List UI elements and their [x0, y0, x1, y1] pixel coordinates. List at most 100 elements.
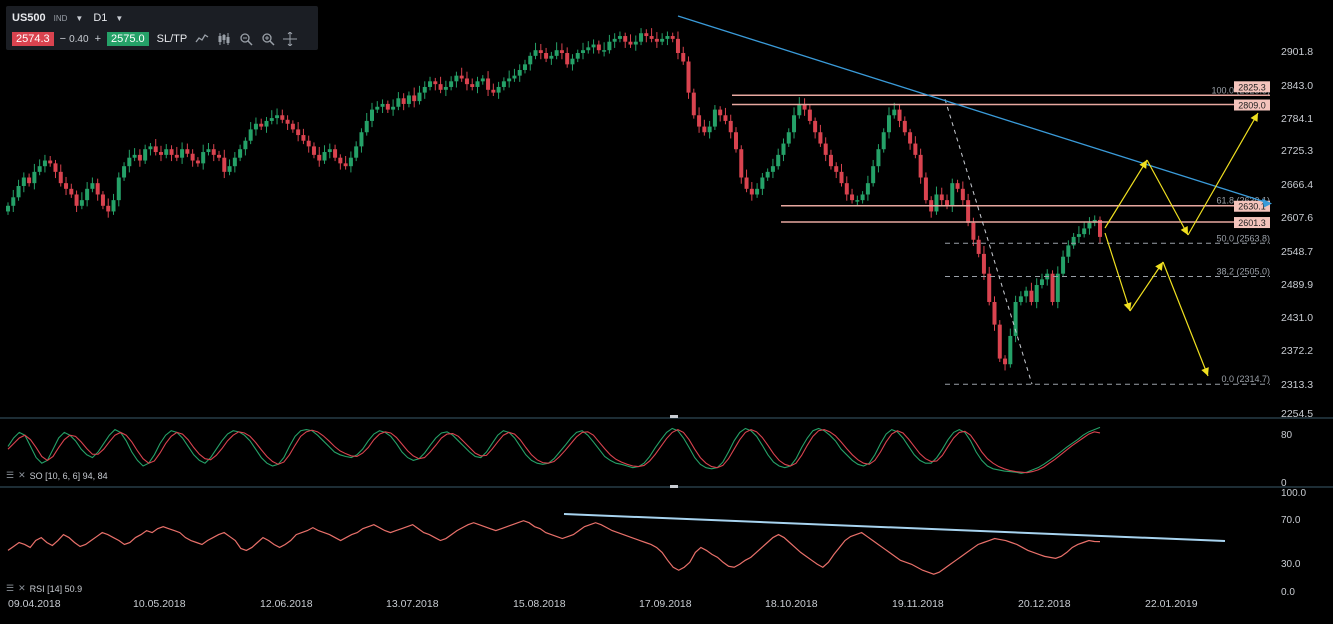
candle-body[interactable]	[1055, 273, 1060, 302]
candle-body[interactable]	[428, 81, 433, 87]
candle-body[interactable]	[945, 200, 950, 206]
candle-body[interactable]	[902, 120, 907, 133]
candle-body[interactable]	[438, 84, 443, 90]
timeframe-select[interactable]: D1	[93, 12, 108, 24]
candle-body[interactable]	[633, 41, 638, 45]
candle-body[interactable]	[823, 143, 828, 155]
candle-body[interactable]	[781, 143, 786, 155]
rsi-pane[interactable]: 100.0 70.0 30.0 0.0	[7, 488, 1306, 598]
pane-resize-handle[interactable]	[670, 415, 678, 418]
candle-body[interactable]	[338, 157, 343, 164]
candle-body[interactable]	[538, 50, 543, 54]
candle-body[interactable]	[1098, 219, 1102, 237]
candle-body[interactable]	[792, 115, 797, 133]
zoom-in-icon[interactable]	[261, 32, 275, 46]
candle-body[interactable]	[1082, 228, 1087, 235]
candle-body[interactable]	[380, 103, 385, 107]
candle-body[interactable]	[1050, 273, 1055, 302]
candle-body[interactable]	[807, 109, 812, 121]
candle-body[interactable]	[53, 163, 58, 172]
candle-body[interactable]	[333, 149, 338, 158]
candle-body[interactable]	[517, 69, 522, 76]
candle-body[interactable]	[232, 157, 237, 167]
candle-body[interactable]	[169, 149, 174, 155]
candle-body[interactable]	[317, 154, 322, 161]
candle-body[interactable]	[285, 119, 290, 124]
candle-body[interactable]	[802, 103, 807, 110]
candle-body[interactable]	[217, 154, 222, 158]
candle-body[interactable]	[639, 33, 644, 42]
candle-body[interactable]	[765, 171, 770, 178]
candle-body[interactable]	[153, 146, 158, 153]
candle-body[interactable]	[475, 81, 480, 87]
candle-body[interactable]	[343, 163, 348, 167]
candle-body[interactable]	[185, 149, 190, 154]
candle-body[interactable]	[686, 61, 691, 93]
candle-body[interactable]	[253, 123, 258, 130]
candle-body[interactable]	[195, 160, 200, 164]
candle-body[interactable]	[691, 92, 696, 116]
candle-body[interactable]	[839, 171, 844, 184]
candle-body[interactable]	[565, 53, 570, 65]
candle-body[interactable]	[275, 115, 280, 119]
candle-body[interactable]	[1029, 290, 1034, 302]
candle-body[interactable]	[116, 177, 121, 201]
candle-body[interactable]	[238, 149, 243, 158]
candle-body[interactable]	[148, 146, 153, 150]
candle-body[interactable]	[100, 194, 105, 206]
candle-body[interactable]	[554, 50, 559, 56]
candle-body[interactable]	[391, 106, 396, 110]
candle-body[interactable]	[127, 157, 132, 167]
candle-body[interactable]	[327, 149, 332, 153]
candle-body[interactable]	[501, 81, 506, 87]
candle-body[interactable]	[1039, 279, 1044, 286]
candle-body[interactable]	[122, 166, 127, 178]
candle-body[interactable]	[401, 98, 406, 104]
candle-body[interactable]	[675, 38, 680, 54]
scenario-arrow[interactable]	[1146, 159, 1189, 236]
candle-body[interactable]	[617, 36, 622, 39]
candle-body[interactable]	[628, 41, 633, 45]
candle-body[interactable]	[422, 86, 427, 93]
stochastic-line-%K[interactable]	[7, 426, 1101, 474]
candle-body[interactable]	[1008, 335, 1013, 365]
candle-body[interactable]	[48, 160, 53, 164]
candle-body[interactable]	[528, 55, 533, 65]
candle-body[interactable]	[222, 157, 227, 172]
candle-body[interactable]	[612, 38, 617, 42]
candle-body[interactable]	[174, 154, 179, 158]
candle-body[interactable]	[876, 149, 881, 167]
candle-body[interactable]	[865, 183, 870, 195]
candle-body[interactable]	[27, 177, 32, 184]
candle-body[interactable]	[886, 115, 891, 133]
pane-resize-handle[interactable]	[670, 485, 678, 488]
candle-body[interactable]	[11, 197, 16, 206]
candle-body[interactable]	[396, 98, 401, 107]
candle-body[interactable]	[32, 171, 37, 184]
candle-body[interactable]	[64, 183, 69, 189]
candle-body[interactable]	[707, 126, 712, 133]
candle-body[interactable]	[269, 118, 274, 121]
candle-body[interactable]	[660, 38, 665, 42]
candle-body[interactable]	[443, 86, 448, 90]
decrease-button[interactable]: −	[59, 33, 67, 45]
candle-body[interactable]	[533, 50, 538, 56]
candle-body[interactable]	[74, 194, 79, 206]
candle-body[interactable]	[206, 149, 211, 153]
scenario-arrow[interactable]	[1129, 261, 1164, 312]
sl-tp-button[interactable]: SL/TP	[156, 33, 188, 45]
candle-body[interactable]	[243, 140, 248, 150]
candle-body[interactable]	[459, 75, 464, 79]
candle-body[interactable]	[544, 53, 549, 59]
candle-body[interactable]	[290, 123, 295, 130]
fib-diagonal[interactable]	[944, 99, 1033, 385]
line-tool-icon[interactable]	[195, 32, 209, 46]
candle-body[interactable]	[892, 109, 897, 116]
candle-body[interactable]	[607, 41, 612, 51]
candle-body[interactable]	[828, 154, 833, 167]
candle-body[interactable]	[644, 33, 649, 37]
candle-body[interactable]	[739, 149, 744, 178]
candle-body[interactable]	[665, 36, 670, 39]
candle-body[interactable]	[966, 200, 971, 223]
candle-body[interactable]	[760, 177, 765, 189]
